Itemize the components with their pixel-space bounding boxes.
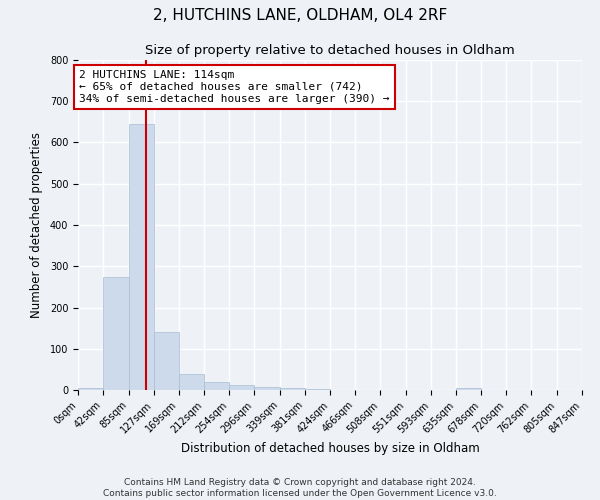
Bar <box>305 389 330 390</box>
Text: Contains HM Land Registry data © Crown copyright and database right 2024.
Contai: Contains HM Land Registry data © Crown c… <box>103 478 497 498</box>
Title: Size of property relative to detached houses in Oldham: Size of property relative to detached ho… <box>145 44 515 58</box>
Bar <box>103 276 128 390</box>
Y-axis label: Number of detached properties: Number of detached properties <box>30 132 43 318</box>
Bar <box>254 386 280 390</box>
Text: 2, HUTCHINS LANE, OLDHAM, OL4 2RF: 2, HUTCHINS LANE, OLDHAM, OL4 2RF <box>153 8 447 22</box>
Bar <box>229 384 254 390</box>
Bar <box>128 124 154 390</box>
Text: 2 HUTCHINS LANE: 114sqm
← 65% of detached houses are smaller (742)
34% of semi-d: 2 HUTCHINS LANE: 114sqm ← 65% of detache… <box>79 70 389 104</box>
Bar <box>154 332 179 390</box>
Bar <box>78 388 103 390</box>
Bar <box>280 388 305 390</box>
Bar <box>204 382 229 390</box>
Bar <box>456 388 481 390</box>
Bar <box>179 374 204 390</box>
X-axis label: Distribution of detached houses by size in Oldham: Distribution of detached houses by size … <box>181 442 479 454</box>
